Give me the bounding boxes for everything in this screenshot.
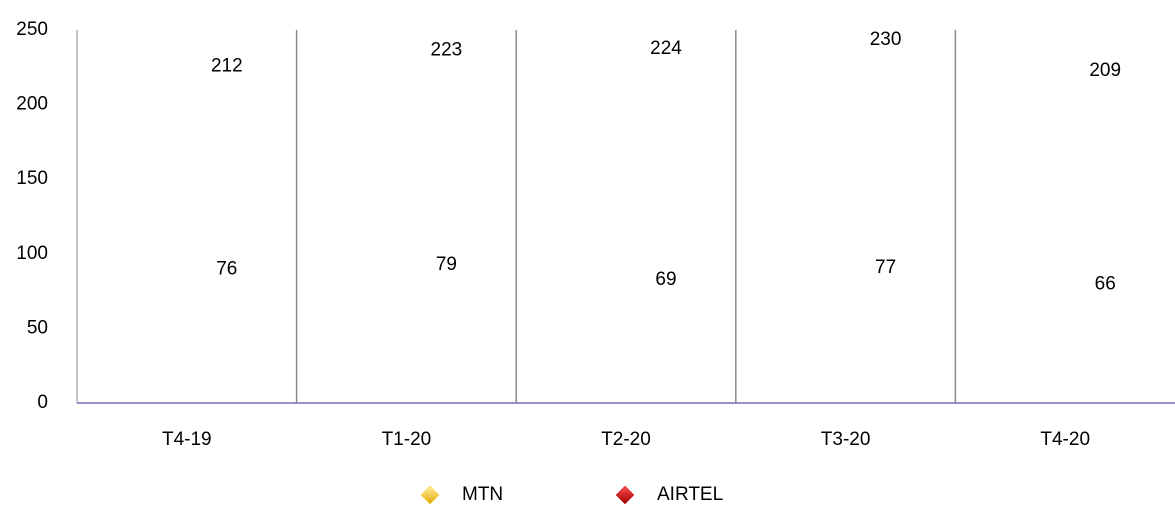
marker: [178, 281, 196, 299]
marker: [837, 51, 855, 69]
marker: [617, 291, 635, 309]
data-label: 230: [870, 29, 902, 50]
legend-marker: [615, 485, 635, 505]
y-tick-label: 150: [16, 168, 48, 189]
marker: [397, 276, 415, 294]
data-label: 209: [1089, 60, 1121, 81]
y-tick-label: 200: [16, 94, 48, 115]
label-background: [206, 49, 247, 83]
x-tick-label: T4-20: [1040, 429, 1090, 450]
data-label: 76: [216, 259, 237, 280]
legend-marker: [420, 485, 440, 505]
label-background: [871, 251, 901, 285]
label-background: [646, 31, 687, 65]
legend-label: MTN: [462, 484, 503, 505]
marker: [178, 78, 196, 96]
label-background: [426, 33, 467, 67]
x-tick-label: T1-20: [382, 429, 432, 450]
label-background: [212, 252, 242, 286]
x-tick-label: T3-20: [821, 429, 871, 450]
data-label: 77: [875, 257, 896, 278]
data-label: 212: [211, 56, 243, 77]
data-label: 223: [431, 39, 463, 60]
label-background: [651, 263, 681, 297]
x-tick-label: T2-20: [601, 429, 651, 450]
y-tick-label: 100: [16, 243, 48, 264]
data-label: 69: [655, 269, 676, 290]
data-label: 79: [436, 254, 457, 275]
y-tick-label: 250: [16, 19, 48, 40]
marker: [617, 60, 635, 78]
y-tick-label: 50: [27, 317, 48, 338]
x-tick-label: T4-19: [162, 429, 212, 450]
label-background: [431, 248, 461, 282]
marker: [1056, 296, 1074, 314]
label-background: [1085, 54, 1126, 88]
marker: [397, 61, 415, 79]
marker: [1056, 82, 1074, 100]
label-background: [865, 22, 906, 56]
y-tick-label: 0: [37, 392, 48, 413]
legend-label: AIRTEL: [657, 484, 723, 505]
data-label: 224: [650, 38, 682, 59]
marker: [837, 279, 855, 297]
label-background: [1090, 267, 1120, 301]
data-label: 66: [1095, 274, 1116, 295]
